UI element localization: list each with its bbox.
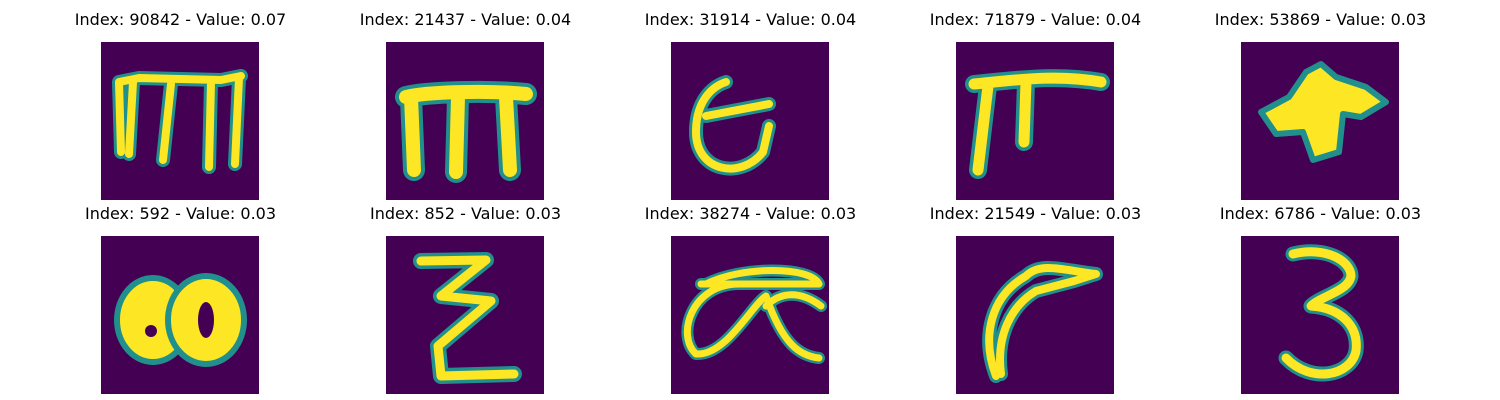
panel-title: Index: 53869 - Value: 0.03 [1214, 10, 1427, 29]
panel-title: Index: 852 - Value: 0.03 [369, 204, 562, 223]
glyph-image-m [101, 42, 259, 200]
panel-title: Index: 38274 - Value: 0.03 [644, 204, 857, 223]
panel-title: Index: 592 - Value: 0.03 [84, 204, 277, 223]
panel-title: Index: 21549 - Value: 0.03 [929, 204, 1142, 223]
panel-1: Index: 90842 - Value: 0.07 [38, 8, 323, 200]
glyph-image-ae-loop [671, 236, 829, 394]
panel-7: Index: 852 - Value: 0.03 [323, 202, 608, 394]
glyph-image-double-o [101, 236, 259, 394]
glyph-image-blob-star [1241, 42, 1399, 200]
panel-4: Index: 71879 - Value: 0.04 [893, 8, 1178, 200]
glyph-image-three [1241, 236, 1399, 394]
panel-title: Index: 31914 - Value: 0.04 [644, 10, 857, 29]
panel-title: Index: 6786 - Value: 0.03 [1219, 204, 1422, 223]
glyph-image-loop-hook [671, 42, 829, 200]
glyph-image-pi-like [956, 42, 1114, 200]
glyph-image-curved-hook [956, 236, 1114, 394]
panel-10: Index: 6786 - Value: 0.03 [1178, 202, 1463, 394]
panel-title: Index: 90842 - Value: 0.07 [74, 10, 287, 29]
panel-9: Index: 21549 - Value: 0.03 [893, 202, 1178, 394]
glyph-image-m-bold [386, 42, 544, 200]
panel-title: Index: 71879 - Value: 0.04 [929, 10, 1142, 29]
panel-3: Index: 31914 - Value: 0.04 [608, 8, 893, 200]
panel-8: Index: 38274 - Value: 0.03 [608, 202, 893, 394]
panel-6: Index: 592 - Value: 0.03 [38, 202, 323, 394]
panel-5: Index: 53869 - Value: 0.03 [1178, 8, 1463, 200]
panel-2: Index: 21437 - Value: 0.04 [323, 8, 608, 200]
glyph-image-zigzag [386, 236, 544, 394]
panel-title: Index: 21437 - Value: 0.04 [359, 10, 572, 29]
